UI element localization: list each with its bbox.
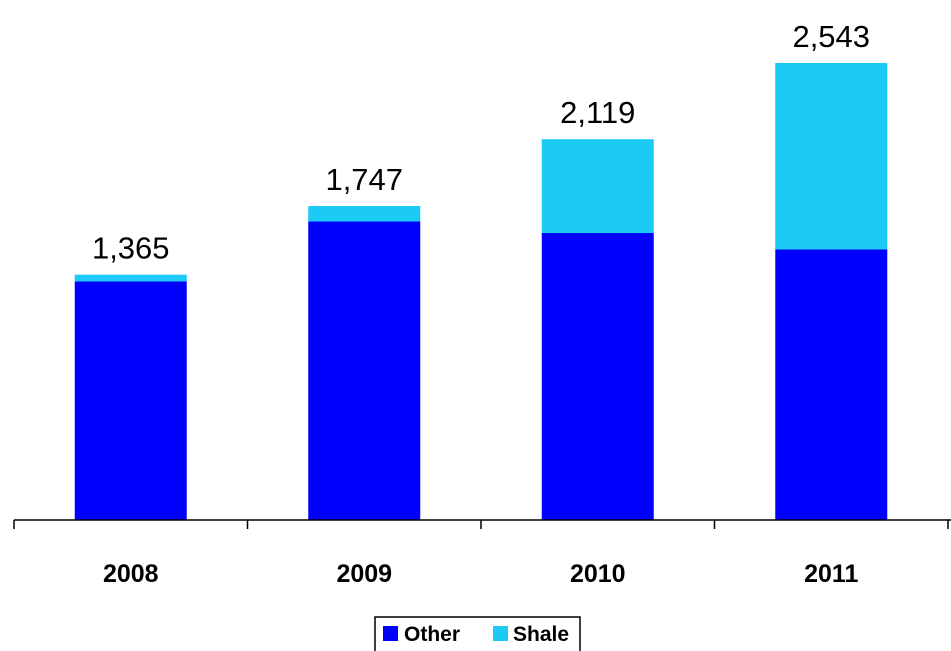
- total-labels: 1,365 1,747 2,119 2,543: [92, 19, 870, 266]
- bar-other-2008: [74, 281, 187, 520]
- total-label-2011: 2,543: [792, 19, 870, 54]
- x-tick-label-2008: 2008: [103, 560, 159, 588]
- bar-other-2011: [775, 249, 888, 520]
- legend-box: [374, 616, 581, 651]
- bar-layer: [74, 63, 888, 521]
- x-tick-label-2010: 2010: [570, 560, 626, 588]
- bar-shale-2008: [74, 274, 187, 282]
- total-label-2009: 1,747: [325, 162, 403, 197]
- legend-swatch-other: [383, 626, 398, 641]
- legend: Other Shale: [374, 616, 581, 651]
- bar-shale-2010: [541, 139, 654, 234]
- bar-other-2010: [541, 233, 654, 521]
- x-tick-labels: 2008 2009 2010 2011: [103, 560, 859, 588]
- bar-shale-2009: [308, 206, 421, 222]
- legend-label-other: Other: [404, 623, 460, 646]
- legend-label-shale: Shale: [513, 623, 569, 646]
- x-tick-label-2009: 2009: [336, 560, 392, 588]
- x-tick-label-2011: 2011: [804, 560, 858, 588]
- x-axis: [13, 519, 951, 529]
- legend-swatch-shale: [493, 626, 508, 641]
- total-label-2010: 2,119: [560, 95, 635, 130]
- total-label-2008: 1,365: [92, 231, 170, 266]
- bar-other-2009: [308, 221, 421, 520]
- bar-shale-2011: [775, 63, 888, 250]
